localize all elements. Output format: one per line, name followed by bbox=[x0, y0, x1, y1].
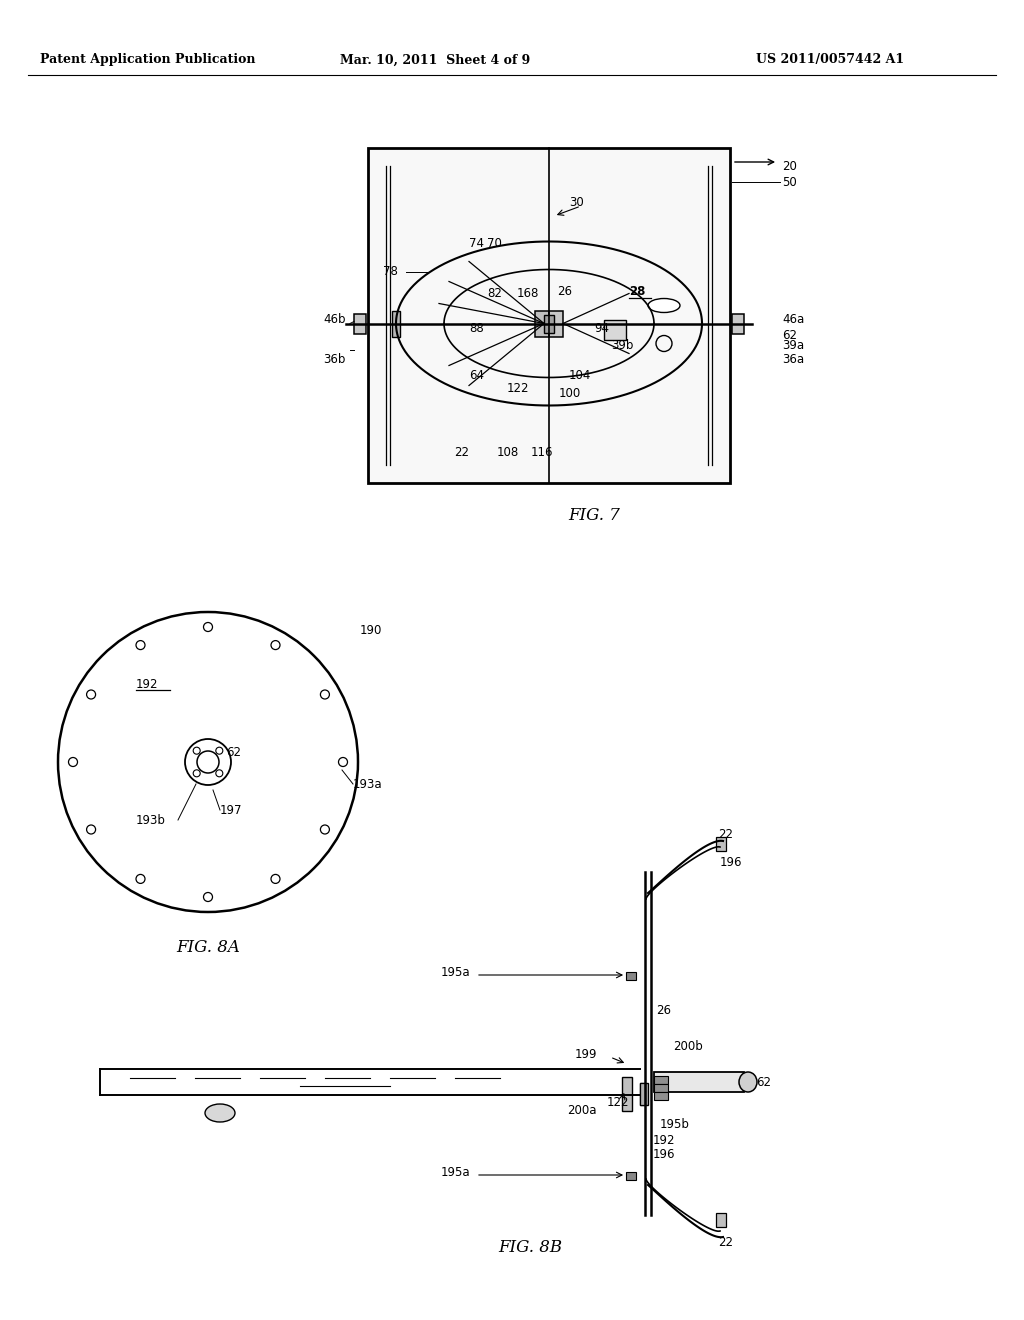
Text: 88: 88 bbox=[469, 322, 483, 335]
Ellipse shape bbox=[648, 298, 680, 313]
Text: FIG. 7: FIG. 7 bbox=[568, 507, 620, 524]
Text: 196: 196 bbox=[720, 857, 742, 870]
Text: FIG. 8B: FIG. 8B bbox=[498, 1239, 562, 1257]
Bar bbox=[626, 1172, 636, 1180]
Bar bbox=[640, 1082, 645, 1105]
Text: 30: 30 bbox=[569, 197, 584, 210]
Bar bbox=[354, 314, 366, 334]
Text: 46a: 46a bbox=[782, 313, 804, 326]
Text: 197: 197 bbox=[220, 804, 243, 817]
Bar bbox=[549, 310, 563, 337]
Text: 82: 82 bbox=[487, 286, 502, 300]
Text: 36b: 36b bbox=[323, 352, 345, 366]
Text: 62: 62 bbox=[756, 1076, 771, 1089]
Text: 74: 74 bbox=[469, 238, 484, 249]
Bar bbox=[626, 972, 636, 979]
Text: 116: 116 bbox=[531, 446, 554, 459]
Bar bbox=[368, 148, 730, 483]
Bar bbox=[535, 310, 549, 337]
Text: 195b: 195b bbox=[660, 1118, 690, 1130]
Text: 100: 100 bbox=[559, 387, 582, 400]
Text: FIG. 8A: FIG. 8A bbox=[176, 939, 240, 956]
Text: 192: 192 bbox=[653, 1134, 676, 1147]
Text: 195a: 195a bbox=[440, 966, 470, 979]
Text: Patent Application Publication: Patent Application Publication bbox=[40, 54, 256, 66]
Text: Mar. 10, 2011  Sheet 4 of 9: Mar. 10, 2011 Sheet 4 of 9 bbox=[340, 54, 530, 66]
Text: 190: 190 bbox=[360, 623, 382, 636]
Ellipse shape bbox=[205, 1104, 234, 1122]
Text: 22: 22 bbox=[718, 1237, 733, 1250]
Bar bbox=[716, 1213, 726, 1228]
Bar bbox=[654, 1084, 668, 1092]
Text: 26: 26 bbox=[656, 1003, 671, 1016]
Text: 20: 20 bbox=[782, 160, 797, 173]
Bar bbox=[622, 1077, 632, 1111]
Text: 39b: 39b bbox=[611, 339, 634, 352]
Text: 196: 196 bbox=[653, 1147, 676, 1160]
Bar bbox=[654, 1092, 668, 1100]
Ellipse shape bbox=[739, 1072, 757, 1092]
Bar bbox=[716, 837, 726, 851]
Text: 62: 62 bbox=[226, 746, 241, 759]
Text: 62: 62 bbox=[782, 329, 797, 342]
Text: 22: 22 bbox=[718, 829, 733, 842]
Text: 168: 168 bbox=[517, 286, 540, 300]
Text: 104: 104 bbox=[569, 370, 592, 381]
Text: 78: 78 bbox=[383, 265, 398, 279]
Text: 122: 122 bbox=[507, 381, 529, 395]
Text: 94: 94 bbox=[594, 322, 609, 335]
Text: 50: 50 bbox=[782, 176, 797, 189]
Text: 199: 199 bbox=[574, 1048, 597, 1060]
Text: 122: 122 bbox=[607, 1096, 630, 1109]
Bar bbox=[654, 1072, 744, 1092]
Bar bbox=[654, 1076, 668, 1084]
Text: 193a: 193a bbox=[353, 777, 383, 791]
Bar bbox=[640, 1082, 648, 1105]
Bar bbox=[604, 319, 626, 339]
Text: 39a: 39a bbox=[782, 339, 804, 352]
Text: 64: 64 bbox=[469, 370, 484, 381]
Text: 192: 192 bbox=[136, 677, 159, 690]
Text: US 2011/0057442 A1: US 2011/0057442 A1 bbox=[756, 54, 904, 66]
Text: 46b: 46b bbox=[323, 313, 345, 326]
Bar bbox=[392, 310, 400, 337]
Text: 70: 70 bbox=[487, 238, 502, 249]
Text: 22: 22 bbox=[454, 446, 469, 459]
Text: 108: 108 bbox=[497, 446, 519, 459]
Text: 36a: 36a bbox=[782, 352, 804, 366]
Bar bbox=[732, 314, 744, 334]
Text: 28: 28 bbox=[629, 285, 645, 298]
Text: 195a: 195a bbox=[440, 1167, 470, 1180]
Text: 193b: 193b bbox=[136, 813, 166, 826]
Bar bbox=[544, 314, 554, 333]
Text: 200a: 200a bbox=[567, 1104, 597, 1117]
Text: 200b: 200b bbox=[673, 1040, 702, 1053]
Text: 26: 26 bbox=[557, 285, 572, 298]
